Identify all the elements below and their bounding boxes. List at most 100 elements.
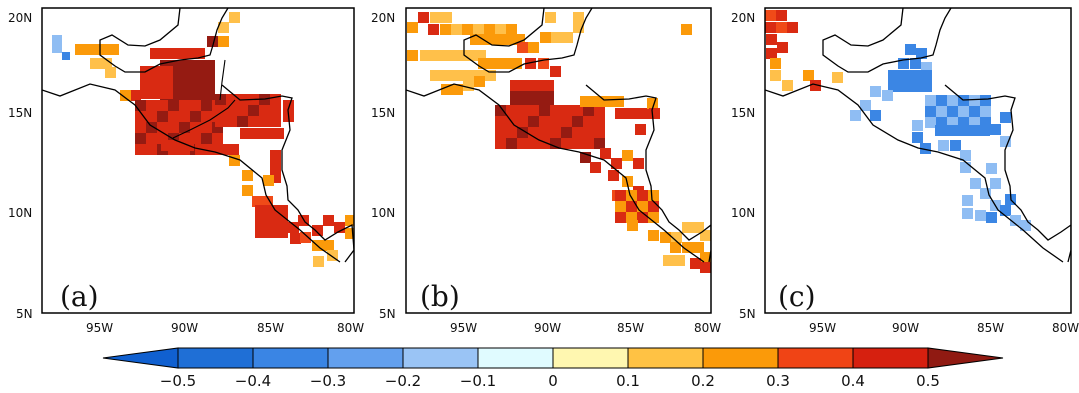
anomaly-cell — [182, 82, 193, 93]
anomaly-cell — [910, 58, 921, 69]
anomaly-cell — [572, 116, 583, 127]
anomaly-cell — [217, 144, 228, 155]
anomaly-cell — [193, 60, 204, 71]
anomaly-cell — [960, 162, 971, 173]
anomaly-cell — [506, 24, 517, 35]
anomaly-cell — [52, 35, 62, 53]
map-panel-c: (c) — [764, 7, 1072, 314]
anomaly-cell — [489, 58, 500, 69]
anomaly-cell — [572, 138, 583, 149]
anomaly-cell — [237, 116, 248, 127]
anomaly-cell — [870, 86, 881, 97]
anomaly-cell — [215, 116, 226, 127]
anomaly-cell — [803, 70, 814, 81]
anomaly-cell — [980, 95, 991, 106]
anomaly-cell — [151, 88, 162, 99]
anomaly-cell — [270, 150, 281, 161]
anomaly-cell — [441, 70, 452, 81]
anomaly-cell — [157, 100, 168, 111]
anomaly-cell — [782, 80, 793, 91]
anomaly-cell — [663, 255, 674, 266]
anomaly-cell — [266, 227, 277, 238]
anomaly-cell — [171, 82, 182, 93]
anomaly-cell — [75, 44, 86, 55]
colorbar-tick-label: 0 — [548, 372, 558, 390]
anomaly-cell — [252, 196, 263, 207]
coastline-gulf-c — [822, 8, 952, 73]
anomaly-cell — [925, 117, 936, 128]
anomaly-cell — [270, 161, 281, 172]
anomaly-cell — [470, 34, 481, 45]
anomaly-cell — [120, 90, 131, 101]
anomaly-cell — [580, 152, 591, 163]
anomaly-cell — [510, 91, 521, 102]
anomaly-cell — [888, 81, 899, 92]
colorbar-tick-label: −0.3 — [310, 372, 346, 390]
map-panel-a: (a) — [41, 7, 355, 314]
anomaly-cell — [259, 116, 270, 127]
anomaly-cell — [539, 116, 550, 127]
anomaly-cell — [179, 111, 190, 122]
lon-tick-95w-b: 95W — [450, 321, 477, 335]
lon-axis-b: 95W 90W 85W 80W — [450, 321, 721, 335]
anomaly-cell — [947, 95, 958, 106]
panel-frame-b — [405, 7, 712, 314]
lon-tick-85w-c: 85W — [977, 321, 1004, 335]
anomaly-cell — [201, 133, 212, 144]
anomaly-cell — [615, 108, 626, 119]
anomaly-cell — [270, 172, 281, 183]
anomaly-cell — [313, 256, 324, 267]
anomaly-cell — [428, 24, 439, 35]
anomaly-cell — [910, 70, 921, 81]
anomaly-cell — [255, 216, 266, 227]
anomaly-cell — [511, 58, 522, 69]
anomaly-cell — [539, 127, 550, 138]
anomaly-cell — [969, 95, 980, 106]
anomaly-cell — [418, 12, 429, 23]
anomaly-cell — [980, 188, 991, 199]
anomaly-cell — [615, 212, 626, 223]
anomaly-cell — [622, 150, 633, 161]
anomaly-cell — [626, 108, 637, 119]
anomaly-cell — [700, 262, 711, 273]
anomaly-cell — [682, 222, 693, 233]
anomaly-cell — [700, 252, 711, 263]
anomaly-cell — [925, 106, 936, 117]
anomaly-cell — [850, 110, 861, 121]
lat-axis-a: 20N 15N 10N 5N — [8, 11, 33, 321]
lat-tick-5n-b: 5N — [379, 307, 396, 321]
lon-tick-85w-b: 85W — [617, 321, 644, 335]
anomaly-cell — [248, 116, 259, 127]
anomaly-cell — [218, 22, 229, 33]
anomaly-cell — [193, 71, 204, 82]
anomaly-cell — [266, 216, 277, 227]
anomaly-cell — [277, 205, 288, 216]
anomaly-cell — [1000, 112, 1011, 123]
anomaly-cell — [182, 60, 193, 71]
anomaly-cell — [451, 24, 462, 35]
anomaly-cell — [237, 105, 248, 116]
anomaly-cell — [573, 12, 584, 23]
anomaly-cell — [637, 190, 648, 201]
anomaly-cell — [899, 81, 910, 92]
anomaly-cell — [766, 48, 777, 59]
anomaly-cell — [441, 12, 452, 23]
anomaly-cell — [135, 111, 146, 122]
anomaly-cell — [517, 116, 528, 127]
anomaly-cell — [168, 122, 179, 133]
anomaly-cell — [580, 96, 591, 107]
anomaly-cell — [912, 132, 923, 143]
anomaly-cell — [602, 96, 613, 107]
anomaly-cell — [532, 91, 543, 102]
anomaly-cell — [475, 50, 486, 61]
anomaly-cell — [492, 34, 503, 45]
anomaly-cell — [912, 120, 923, 131]
anomaly-cell — [172, 140, 183, 151]
anomaly-cell — [204, 60, 215, 71]
anomaly-cell — [474, 70, 485, 81]
anomaly-cell — [240, 128, 251, 139]
anomaly-cell — [86, 44, 97, 55]
anomaly-cell — [135, 100, 146, 111]
anomaly-cell — [528, 127, 539, 138]
anomaly-cell — [62, 52, 70, 60]
